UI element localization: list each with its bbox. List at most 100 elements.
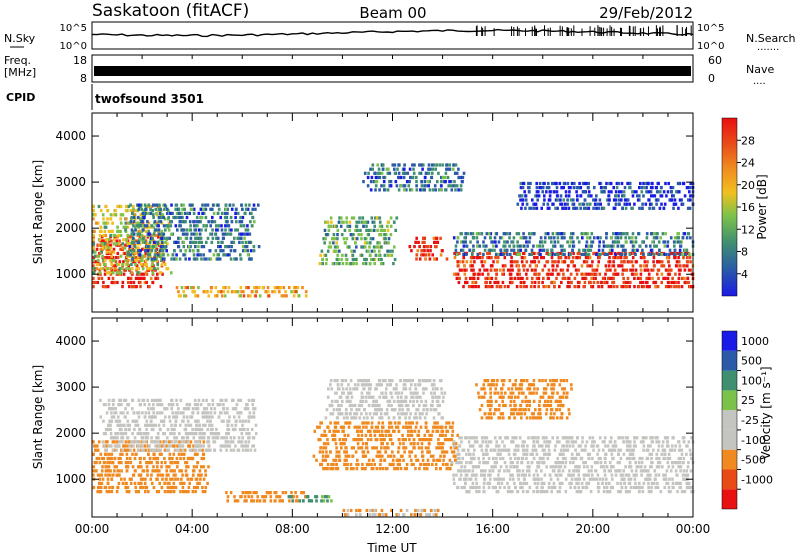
echo-cell — [206, 236, 210, 240]
echo-cell — [185, 232, 188, 236]
echo-cell — [169, 432, 172, 436]
echo-cell — [128, 456, 132, 461]
echo-cell — [226, 290, 230, 294]
echo-cell — [677, 260, 681, 264]
echo-cell — [196, 253, 199, 257]
echo-cell — [164, 262, 167, 267]
echo-cell — [689, 194, 692, 198]
echo-cell — [236, 228, 239, 232]
echo-cell — [333, 438, 337, 442]
echo-cell — [588, 280, 591, 285]
echo-cell — [454, 163, 458, 167]
echo-cell — [206, 448, 209, 452]
echo-cell — [615, 181, 619, 186]
echo-cell — [378, 220, 382, 224]
echo-cell — [252, 411, 256, 415]
echo-cell — [410, 429, 414, 433]
echo-cell — [104, 432, 107, 436]
echo-cell — [119, 243, 122, 247]
echo-cell — [495, 272, 498, 276]
echo-cell — [414, 240, 418, 244]
echo-cell — [476, 256, 479, 260]
echo-cell — [340, 442, 344, 446]
echo-cell — [359, 446, 363, 450]
echo-cell — [453, 256, 457, 260]
echo-cell — [375, 446, 378, 450]
echo-cell — [449, 446, 453, 450]
echo-cell — [92, 246, 95, 250]
echo-cell — [623, 260, 626, 264]
echo-cell — [378, 188, 381, 192]
echo-cell — [140, 448, 144, 452]
echo-cell — [327, 245, 331, 249]
echo-cell — [462, 252, 465, 256]
echo-cell — [647, 181, 650, 186]
echo-cell — [189, 228, 192, 232]
echo-cell — [667, 272, 671, 276]
echo-cell — [632, 190, 636, 194]
echo-cell — [102, 217, 105, 221]
echo-cell — [324, 262, 328, 266]
echo-cell — [154, 207, 158, 211]
echo-cell — [671, 186, 675, 190]
echo-cell — [423, 184, 426, 188]
echo-cell — [453, 180, 456, 184]
echo-cell — [282, 286, 286, 290]
echo-cell — [201, 432, 204, 436]
echo-cell — [147, 229, 150, 233]
echo-cell — [95, 247, 99, 251]
echo-cell — [146, 432, 150, 436]
echo-cell — [101, 239, 105, 243]
echo-cell — [399, 184, 403, 188]
echo-cell — [689, 268, 692, 272]
echo-cell — [117, 262, 121, 267]
echo-cell — [377, 421, 381, 425]
echo-cell — [150, 398, 154, 402]
echo-cell — [160, 245, 163, 249]
echo-cell — [128, 444, 131, 448]
echo-cell — [136, 258, 139, 262]
echo-cell — [100, 473, 103, 477]
echo-cell — [438, 433, 442, 437]
echo-cell — [407, 421, 411, 425]
echo-cell — [368, 262, 372, 266]
echo-cell — [555, 186, 559, 190]
echo-cell — [561, 252, 564, 256]
echo-cell — [456, 260, 460, 264]
echo-cell — [244, 419, 248, 423]
echo-cell — [551, 264, 555, 268]
echo-cell — [638, 194, 641, 198]
echo-cell — [370, 228, 373, 232]
echo-cell — [612, 244, 615, 248]
echo-cell — [240, 232, 244, 236]
echo-cell — [248, 257, 252, 261]
echo-cell — [591, 260, 594, 264]
echo-cell — [424, 421, 428, 425]
echo-cell — [182, 440, 185, 444]
echo-cell — [201, 452, 205, 456]
echo-cell — [224, 207, 228, 211]
nsearch-dots: ....... — [757, 42, 779, 53]
echo-cell — [402, 458, 405, 462]
echo-cell — [199, 436, 203, 440]
echo-cell — [330, 220, 333, 224]
echo-cell — [196, 236, 200, 240]
echo-cell — [113, 440, 116, 444]
echo-cell — [343, 462, 346, 467]
echo-cell — [103, 272, 107, 276]
echo-cell — [158, 403, 161, 407]
echo-cell — [513, 276, 517, 280]
echo-cell — [252, 415, 256, 419]
echo-cell — [166, 211, 169, 215]
echo-cell — [245, 432, 248, 436]
echo-cell — [144, 411, 148, 415]
echo-cell — [101, 440, 105, 444]
echo-cell — [362, 180, 365, 184]
echo-cell — [109, 436, 113, 440]
echo-cell — [239, 257, 243, 261]
echo-cell — [550, 248, 554, 252]
echo-cell — [626, 280, 630, 285]
echo-cell — [566, 285, 569, 289]
echo-cell — [237, 440, 240, 444]
echo-cell — [322, 499, 326, 503]
